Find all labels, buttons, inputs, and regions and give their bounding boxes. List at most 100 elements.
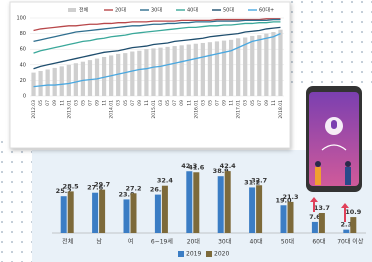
- value-label: 32.7: [251, 176, 267, 184]
- x-tick-label: 60대: [312, 238, 325, 246]
- bar: [130, 52, 134, 96]
- x-tick-label: 07: [130, 100, 136, 106]
- bar: [180, 45, 184, 96]
- x-tick-label: 40대: [250, 238, 263, 246]
- bar: [81, 62, 85, 96]
- x-tick-label: 03: [243, 100, 249, 106]
- bar: [319, 213, 325, 233]
- x-tick-label: 03: [200, 100, 206, 106]
- x-tick-label: 여: [128, 238, 134, 246]
- x-tick-label: 11: [229, 100, 235, 106]
- bar: [186, 171, 192, 233]
- bar: [95, 59, 99, 96]
- bar: [208, 42, 212, 96]
- value-label: 42.4: [220, 162, 237, 170]
- page: {"chart_data": [ {"type": "combo", "cate…: [0, 0, 372, 262]
- legend-label: 50대: [223, 7, 234, 14]
- x-tick-label: 11: [271, 100, 277, 106]
- x-tick-label: 03: [73, 100, 79, 106]
- bar: [173, 46, 177, 96]
- bar: [67, 65, 71, 96]
- x-tick-label: 05: [123, 100, 129, 106]
- value-label: 29.7: [94, 181, 110, 189]
- x-tick-label: 6~19세: [151, 238, 173, 246]
- value-label: 28.5: [63, 182, 80, 190]
- x-tick-label: 2016.01: [193, 100, 199, 119]
- x-tick-label: 03: [158, 100, 164, 106]
- bar: [38, 71, 42, 96]
- x-tick-label: 05: [207, 100, 213, 106]
- x-tick-label: 전체: [62, 238, 73, 246]
- legend-label: 30대: [151, 7, 162, 14]
- x-tick-label: 11: [102, 100, 108, 106]
- x-tick-label: 05: [165, 100, 171, 106]
- x-tick-label: 11: [186, 100, 192, 106]
- x-tick-label: 11: [59, 100, 65, 106]
- legend-label: 2020: [214, 251, 229, 258]
- y-tick-label: 0: [23, 94, 26, 100]
- y-tick-label: 100: [16, 16, 26, 22]
- bar: [187, 45, 191, 96]
- x-tick-label: 07: [45, 100, 51, 106]
- bar: [88, 60, 92, 96]
- bar: [243, 38, 247, 97]
- bar: [131, 193, 137, 233]
- x-tick-label: 05: [80, 100, 86, 106]
- bar: [68, 191, 74, 233]
- x-tick-label: 05: [38, 100, 44, 106]
- x-tick-label: 남: [96, 238, 102, 246]
- x-tick-label: 09: [52, 100, 58, 106]
- value-label: 10.9: [345, 208, 362, 216]
- bar: [250, 36, 254, 96]
- bar: [155, 195, 161, 233]
- bar: [215, 41, 219, 96]
- x-tick-label: 11: [144, 100, 150, 106]
- x-tick-label: 2018.01: [278, 100, 284, 119]
- bar: [158, 48, 162, 96]
- value-label: 32.4: [157, 177, 174, 185]
- x-tick-label: 09: [222, 100, 228, 106]
- bar: [92, 193, 98, 233]
- legend-label: 전체: [79, 7, 89, 14]
- bar: [201, 43, 205, 96]
- bar: [46, 69, 50, 96]
- legend-label: 60대+: [259, 7, 274, 14]
- x-tick-label: 70대 이상: [337, 238, 364, 246]
- value-label: 27.2: [125, 184, 141, 192]
- bar: [257, 35, 261, 96]
- x-tick-label: 30대: [218, 238, 231, 246]
- legend-label: 2019: [186, 251, 201, 258]
- legend-swatch: [178, 251, 184, 257]
- bar: [124, 199, 130, 233]
- bar: [193, 172, 199, 233]
- bar: [218, 176, 224, 233]
- bar: [350, 217, 356, 233]
- bar: [123, 53, 127, 96]
- figure: 0204060801002012.03050709112013.01030507…: [0, 0, 372, 262]
- legend-swatch: [68, 8, 76, 12]
- bar: [222, 41, 226, 96]
- legend-label: 40대: [187, 7, 198, 14]
- x-tick-label: 09: [264, 100, 270, 106]
- bar: [53, 68, 57, 96]
- y-tick-label: 20: [20, 78, 26, 84]
- value-label: 13.7: [314, 204, 330, 212]
- value-label: 21.3: [282, 193, 298, 201]
- bar: [151, 48, 155, 96]
- bar: [99, 190, 105, 233]
- bar: [271, 32, 275, 96]
- x-tick-label: 2014.01: [109, 100, 115, 119]
- y-tick-label: 80: [20, 31, 26, 37]
- bar: [312, 222, 318, 233]
- bar: [281, 205, 287, 233]
- x-tick-label: 2013.01: [66, 100, 72, 119]
- x-tick-label: 2015.01: [151, 100, 157, 119]
- bar: [74, 63, 78, 96]
- x-tick-label: 03: [116, 100, 122, 106]
- bar: [162, 186, 168, 233]
- bar: [225, 171, 231, 233]
- bar: [229, 40, 233, 96]
- bar: [137, 51, 141, 96]
- y-tick-label: 40: [20, 62, 26, 68]
- x-tick-label: 07: [214, 100, 220, 106]
